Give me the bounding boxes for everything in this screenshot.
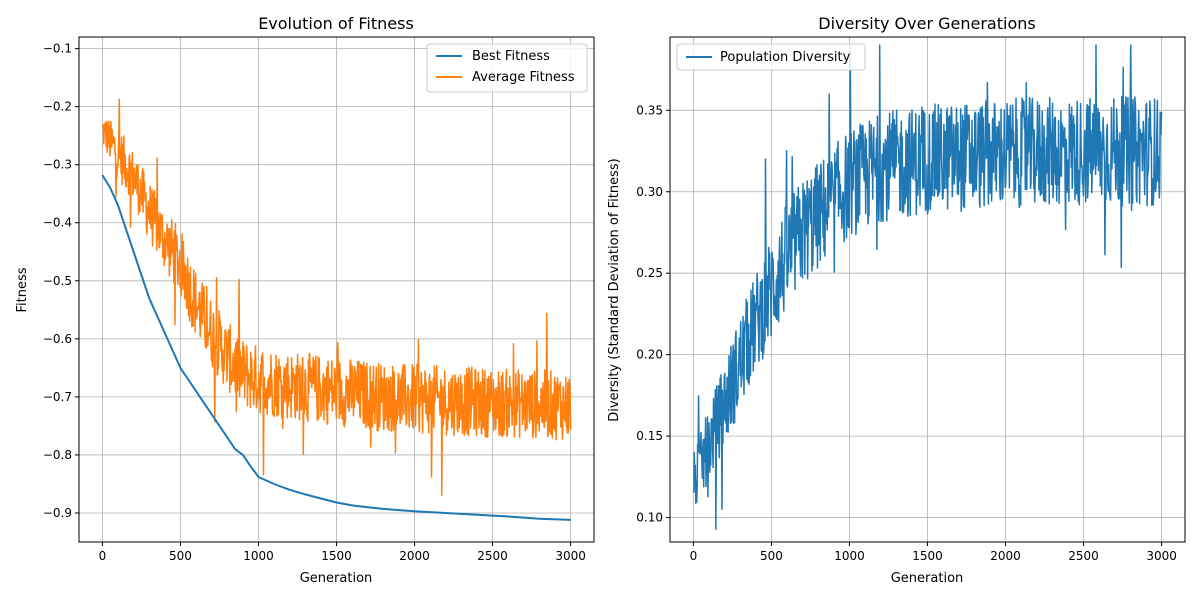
diversity-chart-title: Diversity Over Generations — [818, 14, 1035, 33]
diversity-chart: Diversity Over Generations 0 500 1000 1500 2… — [607, 14, 1186, 586]
legend-label-population-diversity: Population Diversity — [720, 50, 851, 65]
diversity-x-ticks: 0 500 1000 1500 2000 2500 3000 — [690, 542, 1177, 563]
legend-label-average-fitness: Average Fitness — [472, 70, 575, 85]
fitness-chart: Evolution of Fitness 0 500 1000 1500 2000 250… — [15, 14, 595, 586]
diversity-y-label: Diversity (Standard Deviation of Fitness… — [607, 158, 622, 421]
y-tick-label: −0.3 — [43, 158, 72, 172]
x-tick-label: 2000 — [990, 549, 1021, 563]
y-tick-label: 0.15 — [636, 429, 663, 443]
y-tick-label: 0.20 — [636, 348, 663, 362]
x-tick-label: 1500 — [321, 549, 352, 563]
y-tick-label: −0.5 — [43, 274, 72, 288]
x-tick-label: 2500 — [1068, 549, 1099, 563]
diversity-y-ticks: 0.10 0.15 0.20 0.25 0.30 0.35 — [636, 103, 670, 525]
fitness-lines — [101, 98, 572, 521]
x-tick-label: 1500 — [912, 549, 943, 563]
diversity-lines — [692, 44, 1163, 531]
y-tick-label: −0.4 — [43, 216, 72, 230]
fitness-legend: Best Fitness Average Fitness — [426, 43, 588, 93]
x-tick-label: 2500 — [477, 549, 508, 563]
y-tick-label: −0.1 — [43, 42, 72, 56]
x-tick-label: 500 — [760, 549, 783, 563]
y-tick-label: −0.7 — [43, 390, 72, 404]
y-tick-label: 0.30 — [636, 185, 663, 199]
series-line-population-diversity — [692, 44, 1163, 531]
x-tick-label: 0 — [690, 549, 698, 563]
diversity-legend-box — [676, 43, 866, 71]
fitness-x-label: Generation — [300, 571, 373, 586]
x-tick-label: 1000 — [243, 549, 274, 563]
y-tick-label: −0.2 — [43, 100, 72, 114]
diversity-x-label: Generation — [891, 571, 964, 586]
legend-label-best-fitness: Best Fitness — [472, 49, 550, 64]
fitness-y-label: Fitness — [15, 267, 30, 312]
y-tick-label: −0.8 — [43, 448, 72, 462]
fitness-x-ticks: 0 500 1000 1500 2000 2500 3000 — [99, 542, 586, 563]
y-tick-label: 0.35 — [636, 103, 663, 117]
x-tick-label: 2000 — [399, 549, 430, 563]
x-tick-label: 0 — [99, 549, 107, 563]
x-tick-label: 3000 — [555, 549, 586, 563]
fitness-y-ticks: −0.9 −0.8 −0.7 −0.6 −0.5 −0.4 −0.3 −0.2 −0.1 — [43, 42, 79, 520]
series-line-best-fitness — [101, 174, 571, 521]
diversity-grid — [670, 37, 1185, 542]
y-tick-label: 0.10 — [636, 511, 663, 525]
diversity-legend: Population Diversity — [676, 43, 866, 71]
fitness-legend-box — [426, 43, 588, 93]
x-tick-label: 3000 — [1146, 549, 1177, 563]
fitness-chart-title: Evolution of Fitness — [258, 14, 414, 33]
y-tick-label: 0.25 — [636, 266, 663, 280]
y-tick-label: −0.9 — [43, 506, 72, 520]
y-tick-label: −0.6 — [43, 332, 72, 346]
x-tick-label: 1000 — [834, 549, 865, 563]
x-tick-label: 500 — [169, 549, 192, 563]
series-line-average-fitness — [101, 98, 572, 496]
